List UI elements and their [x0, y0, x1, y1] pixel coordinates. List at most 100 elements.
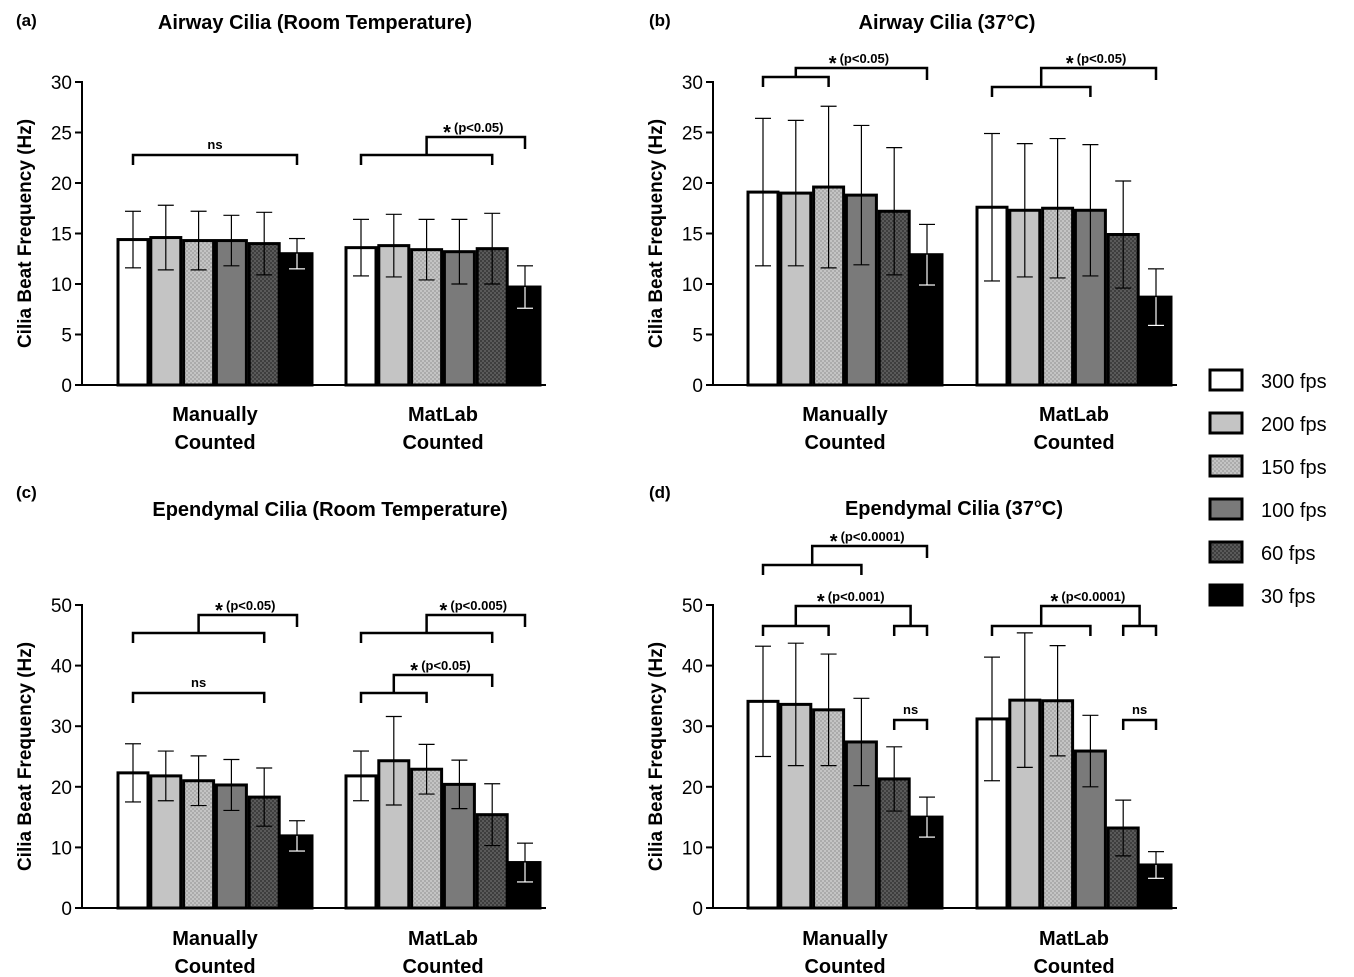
legend-swatch	[1208, 540, 1244, 564]
bracket-left	[131, 691, 266, 703]
significance-label: (p<0.05)	[840, 51, 890, 66]
x-category-label: Counted	[804, 432, 885, 454]
legend-swatch	[1208, 583, 1244, 607]
legend-swatch	[1208, 411, 1244, 435]
legend: 300 fps 200 fps 150 fps 100 fps 60 fps 30 fps	[1208, 368, 1327, 608]
y-tick-label: 10	[51, 838, 72, 859]
chart-title: Airway Cilia (Room Temperature)	[158, 12, 472, 34]
significance-annotation: * (p<0.001)	[761, 589, 929, 636]
y-tick-label: 0	[692, 376, 703, 397]
y-tick-label: 40	[51, 657, 72, 678]
x-category-label: Counted	[1033, 956, 1114, 977]
y-tick-label: 25	[51, 124, 72, 145]
y-tick-label: 25	[682, 124, 703, 145]
panel-label: (b)	[649, 11, 671, 30]
bracket-top	[810, 544, 929, 565]
y-tick-label: 0	[692, 899, 703, 920]
bar-30-fps-0	[280, 252, 314, 387]
significance-star: *	[1066, 53, 1074, 75]
bracket-top	[794, 66, 929, 80]
y-tick-label: 5	[692, 326, 703, 347]
bracket-left	[990, 624, 1092, 636]
y-tick-label: 0	[61, 899, 72, 920]
legend-swatch	[1208, 368, 1244, 392]
y-tick-label: 20	[682, 778, 703, 799]
x-category-label: Counted	[402, 956, 483, 977]
y-tick-label: 5	[61, 326, 72, 347]
panel-label: (d)	[649, 483, 671, 502]
significance-annotation: ns	[131, 675, 266, 703]
significance-label: (p<0.05)	[226, 598, 276, 613]
significance-label: (p<0.005)	[450, 598, 507, 613]
bracket-right	[1121, 624, 1158, 636]
legend-swatch	[1208, 454, 1244, 478]
significance-annotation: * (p<0.005)	[359, 598, 527, 643]
chart-title: Ependymal Cilia (Room Temperature)	[152, 499, 507, 521]
bar-30-fps-0	[910, 253, 944, 387]
significance-annotation: * (p<0.05)	[359, 658, 494, 703]
bracket-left	[359, 153, 494, 165]
significance-annotation: ns	[131, 137, 299, 165]
significance-star: *	[1051, 591, 1059, 613]
y-axis-label: Cilia Beat Frequency (Hz)	[15, 642, 36, 871]
significance-annotation: * (p<0.0001)	[990, 589, 1158, 636]
legend-label: 200 fps	[1261, 414, 1327, 436]
bracket-left	[131, 631, 266, 643]
significance-star: *	[410, 660, 418, 682]
y-tick-label: 10	[682, 838, 703, 859]
significance-label: (p<0.0001)	[841, 529, 905, 544]
legend-label: 150 fps	[1261, 457, 1327, 479]
significance-star: *	[830, 531, 838, 553]
bracket-top	[425, 135, 527, 155]
significance-star: *	[215, 600, 223, 622]
significance-label: (p<0.05)	[454, 120, 504, 135]
panels: (a) Airway Cilia (Room Temperature) Cilia …	[15, 11, 1177, 977]
x-category-label: Counted	[174, 432, 255, 454]
y-tick-label: 30	[682, 73, 703, 94]
x-category-label: Counted	[1033, 432, 1114, 454]
y-tick-label: 50	[51, 596, 72, 617]
y-tick-label: 30	[51, 73, 72, 94]
y-tick-label: 10	[682, 275, 703, 296]
bracket-left	[761, 563, 863, 575]
bracket-top	[1039, 604, 1141, 626]
significance-label: (p<0.05)	[421, 658, 471, 673]
bracket-left	[1121, 718, 1158, 730]
significance-annotation: * (p<0.05)	[131, 598, 299, 643]
legend-label: 30 fps	[1261, 586, 1315, 608]
bracket-top	[197, 613, 299, 633]
y-axis-label: Cilia Beat Frequency (Hz)	[646, 119, 667, 348]
chart-title: Ependymal Cilia (37°C)	[845, 498, 1063, 520]
bracket-top	[425, 613, 527, 633]
bar-100-fps-1	[442, 250, 476, 387]
chart-panel-3: (d) Ependymal Cilia (37°C) Cilia Beat Freq…	[646, 483, 1177, 977]
y-axis-label: Cilia Beat Frequency (Hz)	[646, 642, 667, 871]
bracket-left	[761, 75, 830, 87]
significance-annotation: * (p<0.05)	[990, 51, 1158, 97]
y-tick-label: 15	[51, 225, 72, 246]
legend-label: 60 fps	[1261, 543, 1315, 565]
bar-30-fps-0	[910, 815, 944, 910]
bracket-left	[131, 153, 299, 165]
y-tick-label: 15	[682, 225, 703, 246]
bracket-top	[1039, 66, 1158, 87]
legend-label: 100 fps	[1261, 500, 1327, 522]
bracket-left	[990, 85, 1092, 97]
x-category-label: Counted	[402, 432, 483, 454]
x-category-label: Manually	[802, 404, 888, 426]
x-category-label: Counted	[804, 956, 885, 977]
significance-star: *	[440, 600, 448, 622]
significance-annotation: ns	[892, 702, 929, 730]
chart-panel-0: (a) Airway Cilia (Room Temperature) Cilia …	[15, 11, 546, 454]
bracket-left	[892, 718, 929, 730]
bracket-left	[359, 631, 494, 643]
chart-title: Airway Cilia (37°C)	[859, 12, 1036, 34]
significance-label: (p<0.05)	[1077, 51, 1127, 66]
bracket-right	[892, 624, 929, 636]
y-tick-label: 10	[51, 275, 72, 296]
x-category-label: MatLab	[408, 928, 478, 950]
chart-panel-2: (c) Ependymal Cilia (Room Temperature) Cil…	[15, 483, 546, 977]
significance-label: ns	[1132, 702, 1147, 717]
x-category-label: Manually	[172, 404, 258, 426]
